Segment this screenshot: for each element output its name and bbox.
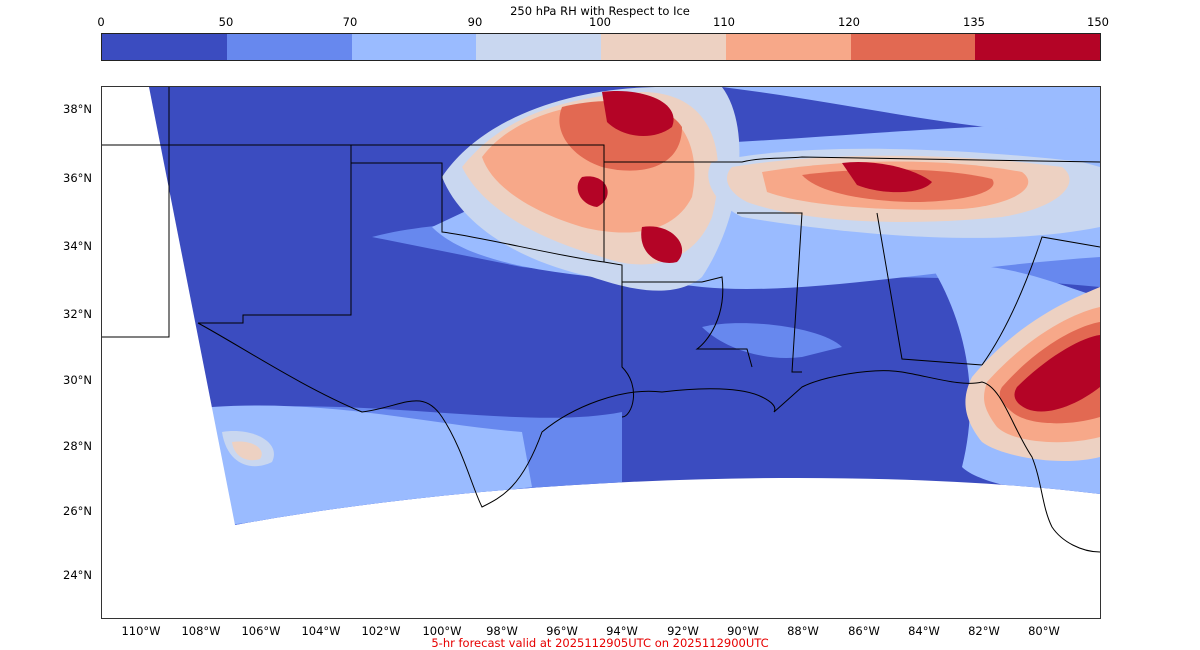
border-az-nm [102,87,170,338]
lat-label-30: 30°N [63,373,92,387]
colorbar-segment-4 [601,34,726,60]
lon-label-94: 94°W [606,624,638,638]
colorbar-tick-2: 70 [342,15,358,29]
border-al-ga [876,212,983,366]
lon-label-82: 82°W [968,624,1000,638]
colorbar-segment-7 [975,34,1100,60]
lat-label-38: 38°N [63,102,92,116]
lon-label-100: 100°W [422,624,462,638]
lon-label-110: 110°W [121,624,161,638]
lat-label-36: 36°N [63,171,92,185]
rh-band-135-150-se [1014,335,1100,412]
lon-label-98: 98°W [486,624,518,638]
colorbar-tick-1: 50 [218,15,234,29]
colorbar-segment-1 [226,34,352,60]
colorbar [101,33,1101,61]
lon-label-86: 86°W [848,624,880,638]
colorbar-title: 250 hPa RH with Respect to Ice [510,4,690,18]
colorbar-tick-8: 150 [1087,15,1109,29]
lat-label-34: 34°N [63,239,92,253]
lon-label-90: 90°W [727,624,759,638]
colorbar-tick-4: 100 [589,15,611,29]
rh-band-135-150-tn [842,161,932,193]
colorbar-segment-0 [102,34,227,60]
lat-label-32: 32°N [63,307,92,321]
border-la-ms [695,276,753,368]
colorbar-tick-6: 120 [838,15,860,29]
colorbar-segment-3 [476,34,601,60]
lat-label-24: 24°N [63,568,92,582]
forecast-valid-caption: 5-hr forecast valid at 2025112905UTC on … [431,636,769,650]
border-tn-ky [604,156,1100,163]
lon-label-84: 84°W [908,624,940,638]
border-tx-ok [351,162,702,283]
border-nm-tx [198,145,352,324]
coastline [197,322,1100,553]
border-ga-sc [981,236,1100,366]
rh-band-135-150-ok-2 [641,226,683,263]
colorbar-tick-5: 110 [713,15,735,29]
rh-band-135-150-ok-1 [602,91,674,137]
lon-label-106: 106°W [241,624,281,638]
lon-label-80: 80°W [1028,624,1060,638]
colorbar-tick-0: 0 [97,15,105,29]
colorbar-tick-3: 90 [467,15,483,29]
lon-label-88: 88°W [787,624,819,638]
border-ok-ks [102,144,605,262]
lon-label-102: 102°W [361,624,401,638]
border-ms-al [737,212,803,373]
rh-field-map [102,87,1100,553]
lon-label-92: 92°W [667,624,699,638]
rh-band-sw-patch-inner [232,441,262,461]
lat-label-26: 26°N [63,504,92,518]
lon-label-96: 96°W [546,624,578,638]
rh-field [102,87,1100,525]
colorbar-segment-5 [725,34,851,60]
rh-band-top [102,87,1100,131]
lat-label-28: 28°N [63,439,92,453]
lon-label-104: 104°W [301,624,341,638]
borders [102,87,1100,553]
rh-band-louisiana [702,323,842,358]
colorbar-segment-6 [850,34,976,60]
lon-label-108: 108°W [181,624,221,638]
colorbar-tick-7: 135 [963,15,985,29]
colorbar-segment-2 [351,34,477,60]
rh-band-135-150-ok-3 [577,176,608,207]
border-tx-la [621,282,635,418]
map-panel [101,86,1101,619]
